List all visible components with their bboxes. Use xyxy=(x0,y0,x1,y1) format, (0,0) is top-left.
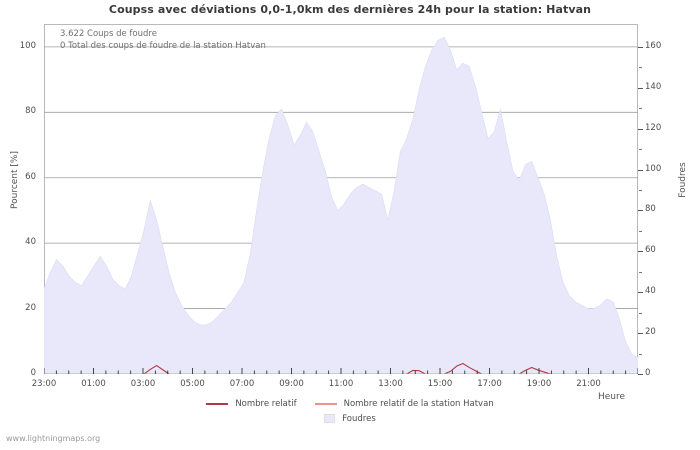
page-title: Coupss avec déviations 0,0-1,0km des der… xyxy=(108,3,592,16)
y-axis-right-tick-label: 140 xyxy=(645,81,662,92)
y-axis-right-tick-mark xyxy=(638,374,643,375)
x-axis-tick-label: 03:00 xyxy=(130,379,156,389)
y-axis-right-tick-mark xyxy=(638,251,643,253)
y-axis-right-tick-label: 0 xyxy=(645,368,651,378)
y-axis-right-tick-label: 40 xyxy=(645,286,656,297)
chart-legend: Nombre relatif Nombre relatif de la stati… xyxy=(0,396,700,426)
y-axis-right-tick-mark xyxy=(638,333,643,335)
y-axis-left-tick-label: 60 xyxy=(25,171,36,182)
y-axis-left-tick-label: 40 xyxy=(25,237,36,248)
y-axis-right-tick-label: 100 xyxy=(645,163,662,174)
x-axis-tick-label: 01:00 xyxy=(81,379,106,389)
x-axis-tick-label: 23:00 xyxy=(31,379,57,389)
y-axis-right-minor-tick xyxy=(639,190,642,191)
x-axis-tick-label: 17:00 xyxy=(477,379,502,389)
x-axis-tick-label: 05:00 xyxy=(180,379,205,389)
y-axis-left-tick-label: 0 xyxy=(30,368,36,378)
y-axis-right-tick-label: 120 xyxy=(645,122,662,133)
plot-area xyxy=(44,36,638,374)
y-axis-right-tick-mark xyxy=(638,87,643,89)
y-axis-right-tick-mark xyxy=(638,292,643,294)
legend-item-label: Nombre relatif xyxy=(235,398,297,409)
x-axis-tick-label: 19:00 xyxy=(526,379,552,389)
y-axis-right-tick-mark xyxy=(638,128,643,130)
y-axis-right-tick-label: 20 xyxy=(645,327,656,338)
x-axis-label: Heure xyxy=(598,392,626,402)
legend-area-swatch xyxy=(324,414,336,423)
y-axis-right-minor-tick xyxy=(639,353,642,355)
y-axis-right-minor-tick xyxy=(639,149,642,151)
y-axis-right-minor-tick xyxy=(639,312,642,314)
y-axis-left-label: Pourcent [%] xyxy=(10,151,20,209)
legend-item[interactable]: Nombre relatif de la station Hatvan xyxy=(314,398,494,409)
y-axis-right-minor-tick xyxy=(639,230,642,232)
y-axis-right-tick-label: 60 xyxy=(645,245,656,256)
legend-line-swatch xyxy=(206,402,229,405)
legend-item-label: Foudres xyxy=(342,413,376,424)
y-axis-left-tick-label: 20 xyxy=(25,302,36,313)
line-series-relative xyxy=(44,362,626,374)
x-axis-tick-label: 07:00 xyxy=(229,379,255,389)
area-series-foudres xyxy=(44,36,638,374)
y-axis-right-tick-mark xyxy=(638,169,643,171)
y-axis-right-minor-tick xyxy=(639,108,642,110)
annotation-total-strokes: 3.622 Coups de foudre xyxy=(60,29,157,39)
y-axis-left-tick-label: 100 xyxy=(19,40,36,51)
annotation-station-strokes: 0 Total des coups de foudre de la statio… xyxy=(60,41,266,51)
y-axis-right-tick-label: 160 xyxy=(645,40,662,51)
x-axis-tick-label: 09:00 xyxy=(279,379,304,389)
legend-line-swatch xyxy=(314,402,337,405)
y-axis-right-minor-tick xyxy=(639,271,642,273)
y-axis-right-tick-mark xyxy=(638,210,643,212)
x-axis-tick-label: 15:00 xyxy=(427,379,453,389)
y-axis-left-tick-label: 80 xyxy=(25,106,36,117)
y-axis-right-label: Foudres xyxy=(678,162,688,198)
y-axis-right-minor-tick xyxy=(639,67,642,69)
legend-item-label: Nombre relatif de la station Hatvan xyxy=(343,398,494,409)
y-axis-right-tick-mark xyxy=(638,46,643,48)
footer-url: www.lightningmaps.org xyxy=(6,434,101,443)
x-axis-tick-label: 11:00 xyxy=(328,379,354,389)
legend-item[interactable]: Nombre relatif xyxy=(206,398,297,409)
legend-item[interactable]: Foudres xyxy=(324,414,376,424)
x-axis-tick-label: 13:00 xyxy=(378,379,403,389)
y-axis-right-tick-label: 80 xyxy=(645,204,656,215)
x-axis-tick-label: 21:00 xyxy=(576,379,601,389)
